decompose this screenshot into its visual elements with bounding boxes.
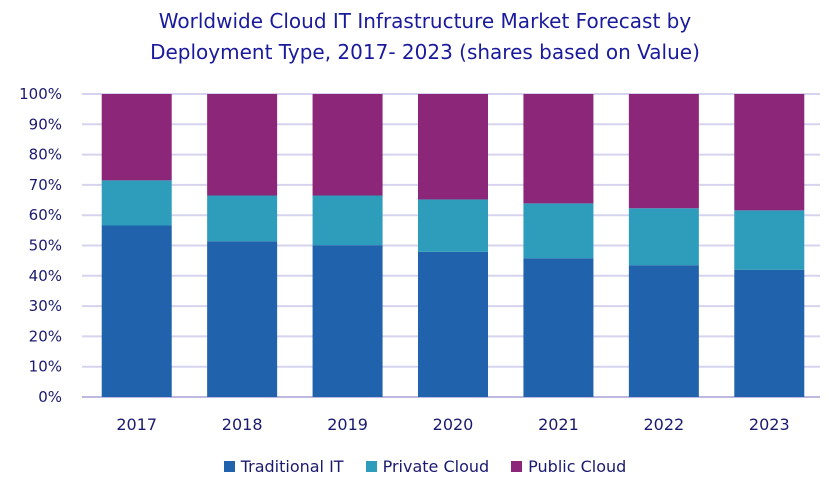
bar-segment-traditional-it xyxy=(101,225,172,397)
bar-segment-private-cloud xyxy=(418,199,488,252)
y-tick-label: 10% xyxy=(29,358,62,376)
legend-item-public-cloud: Public Cloud xyxy=(511,457,626,476)
bar-segment-public-cloud xyxy=(734,94,805,211)
bar-segment-public-cloud xyxy=(523,94,594,204)
y-tick-label: 50% xyxy=(29,237,62,255)
legend: Traditional IT Private Cloud Public Clou… xyxy=(0,457,827,476)
title-line-1: Worldwide Cloud IT Infrastructure Market… xyxy=(158,9,692,33)
legend-swatch xyxy=(365,461,377,472)
legend-swatch xyxy=(511,461,523,472)
bar-segment-traditional-it xyxy=(207,241,278,397)
x-tick-label: 2023 xyxy=(749,415,790,434)
x-tick-label: 2019 xyxy=(327,415,368,434)
x-tick-label: 2018 xyxy=(222,415,263,434)
title-line-2: Deployment Type, 2017- 2023 (shares base… xyxy=(150,40,700,64)
bar-segment-private-cloud xyxy=(628,208,699,266)
legend-swatch xyxy=(223,461,235,472)
x-tick-label: 2020 xyxy=(433,415,474,434)
chart-title: Worldwide Cloud IT Infrastructure Market… xyxy=(0,6,827,68)
y-tick-label: 90% xyxy=(29,115,62,133)
legend-label: Private Cloud xyxy=(382,457,490,476)
y-tick-label: 80% xyxy=(29,146,62,164)
legend-item-private-cloud: Private Cloud xyxy=(365,457,490,476)
bar-segment-public-cloud xyxy=(418,94,488,200)
bar-segment-public-cloud xyxy=(101,94,172,181)
bar-segment-private-cloud xyxy=(101,180,172,226)
y-tick-label: 100% xyxy=(19,85,62,103)
bar-segment-traditional-it xyxy=(523,258,594,397)
y-tick-label: 30% xyxy=(29,297,62,315)
bar-segment-private-cloud xyxy=(734,210,805,270)
bar-segment-traditional-it xyxy=(418,251,488,397)
bar-segment-traditional-it xyxy=(734,269,805,397)
legend-label: Traditional IT xyxy=(240,457,344,476)
legend-label: Public Cloud xyxy=(528,457,627,476)
bar-segment-private-cloud xyxy=(523,203,594,259)
x-tick-label: 2022 xyxy=(643,415,684,434)
legend-item-traditional-it: Traditional IT xyxy=(223,457,344,476)
y-tick-label: 40% xyxy=(29,267,62,285)
bar-segment-traditional-it xyxy=(628,265,699,397)
bar-segment-private-cloud xyxy=(312,195,383,246)
bar-segment-private-cloud xyxy=(207,195,278,242)
x-tick-label: 2017 xyxy=(116,415,157,434)
y-tick-label: 60% xyxy=(29,206,62,224)
bar-segment-public-cloud xyxy=(207,94,278,196)
bar-segment-traditional-it xyxy=(312,245,383,397)
x-tick-label: 2021 xyxy=(538,415,579,434)
y-tick-label: 0% xyxy=(38,388,62,406)
bar-segment-public-cloud xyxy=(628,94,699,209)
y-tick-label: 20% xyxy=(29,327,62,345)
y-tick-label: 70% xyxy=(29,176,62,194)
bar-segment-public-cloud xyxy=(312,94,383,196)
